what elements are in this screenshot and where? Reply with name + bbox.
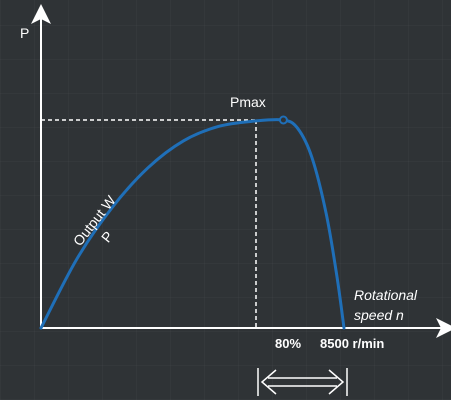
- peak-point: [278, 115, 288, 125]
- tick-label-max-speed: 8500 r/min: [320, 336, 384, 351]
- x-axis-label-line1: Rotational: [354, 287, 418, 303]
- curve-label-group: Output W P: [70, 192, 119, 249]
- power-curve-line: [39, 118, 346, 330]
- curve-label-p: P: [98, 228, 116, 245]
- tick-label-80-percent: 80%: [275, 336, 301, 351]
- x-axis-label-line2: speed n: [354, 307, 404, 323]
- y-axis-label: P: [20, 25, 29, 41]
- speed-range-bracket: [257, 368, 348, 396]
- peak-label: Pmax: [230, 94, 266, 110]
